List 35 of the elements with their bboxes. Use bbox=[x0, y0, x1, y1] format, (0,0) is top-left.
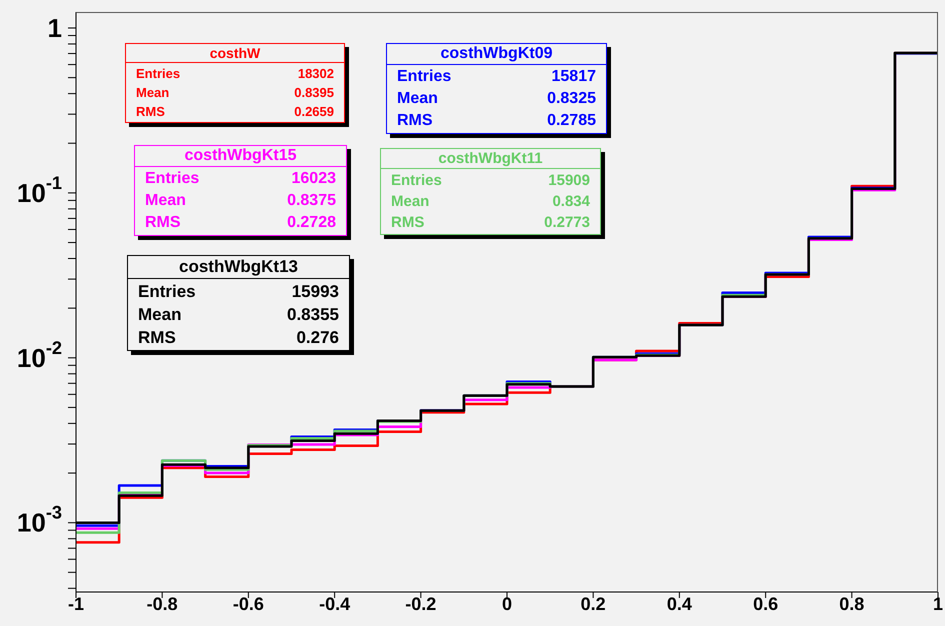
text: costhWbgKt09 bbox=[387, 44, 606, 65]
text: Entries 15993 bbox=[138, 282, 339, 301]
text: RMS 0.2659 bbox=[136, 104, 334, 119]
y-tick-label: 1 bbox=[48, 12, 62, 43]
x-tick-label: 0 bbox=[502, 594, 512, 614]
text: costhWbgKt15 bbox=[135, 146, 346, 167]
x-tick-label: -1 bbox=[68, 594, 84, 614]
text: Mean 0.8375 bbox=[145, 192, 336, 209]
x-tick-label: -0.6 bbox=[232, 594, 264, 614]
x-tick-label: 0.6 bbox=[753, 594, 778, 614]
y-tick-label: 10$^{-3}$ bbox=[16, 502, 62, 538]
text: Entries 16023 bbox=[145, 170, 336, 187]
text: Mean 0.834 bbox=[391, 193, 590, 210]
x-tick-label: 0.8 bbox=[839, 594, 864, 614]
x-tick-label: 0.4 bbox=[666, 594, 692, 614]
text: Entries 15817 bbox=[397, 68, 596, 85]
text: RMS 0.276 bbox=[138, 328, 339, 347]
y-tick-label: 10$^{-2}$ bbox=[16, 338, 62, 373]
text: costhW bbox=[126, 44, 344, 63]
x-tick-label: -0.2 bbox=[405, 594, 436, 614]
text: Entries 15909 bbox=[391, 172, 590, 189]
text: RMS 0.2785 bbox=[397, 112, 596, 129]
x-tick-label: 0.2 bbox=[580, 594, 606, 614]
text: Mean 0.8325 bbox=[397, 90, 596, 107]
x-tick-label: -0.4 bbox=[319, 594, 350, 614]
text: costhWbgKt11 bbox=[381, 149, 600, 169]
text: Entries 18302 bbox=[136, 66, 334, 81]
text: costhWbgKt13 bbox=[128, 256, 349, 279]
x-tick-label: -0.8 bbox=[146, 594, 178, 614]
text: Mean 0.8355 bbox=[138, 305, 339, 324]
x-tick-label: 1 bbox=[932, 594, 944, 614]
y-tick-label: 10$^{-1}$ bbox=[16, 172, 62, 208]
text: RMS 0.2773 bbox=[391, 214, 590, 231]
text: RMS 0.2728 bbox=[145, 214, 336, 231]
text: Mean 0.8395 bbox=[136, 85, 334, 100]
